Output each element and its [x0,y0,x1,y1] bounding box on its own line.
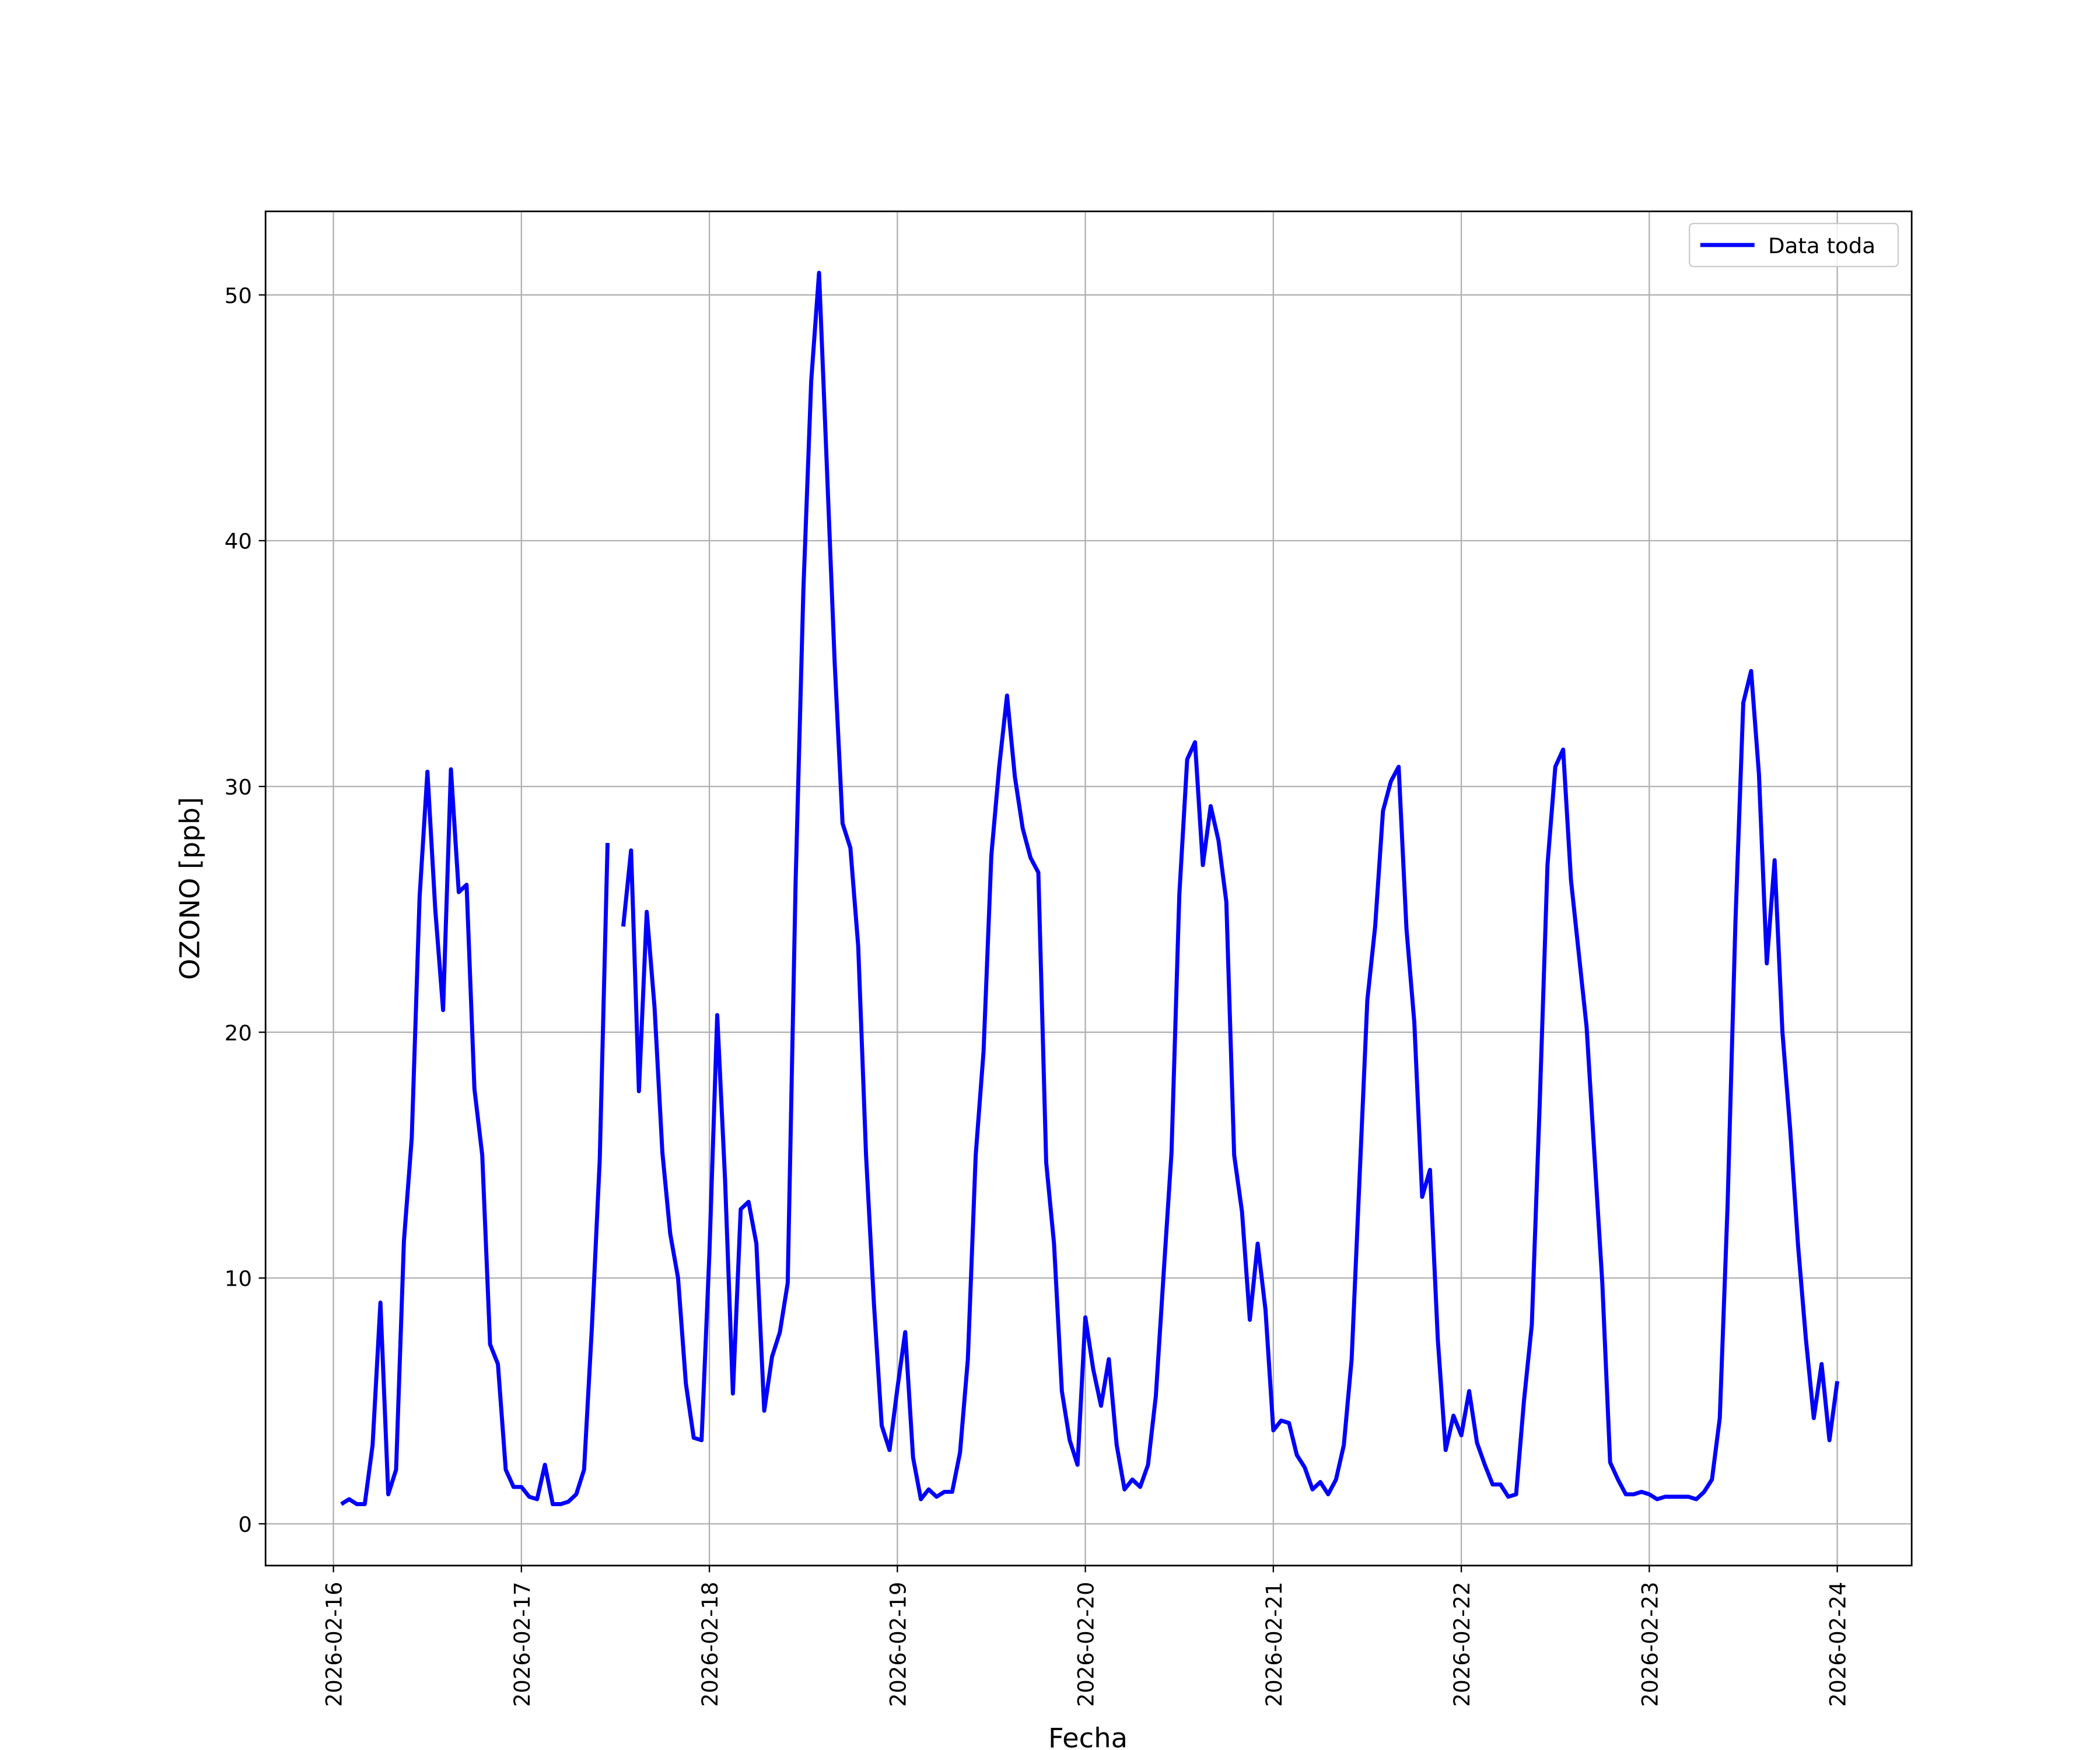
x-tick-label: 2026-02-23 [1637,1582,1662,1707]
x-tick-label: 2026-02-21 [1262,1582,1287,1707]
y-tick-label: 10 [225,1266,252,1292]
x-axis-label: Fecha [1048,1723,1128,1750]
y-tick-label: 30 [225,775,252,800]
x-tick-label: 2026-02-16 [321,1582,346,1707]
x-tick-label: 2026-02-19 [886,1582,911,1707]
legend-label: Data toda [1768,233,1875,258]
x-tick-label: 2026-02-18 [698,1582,723,1707]
data-line [340,271,1840,1506]
y-tick-label: 50 [225,284,252,309]
y-axis-label: OZONO [ppb] [174,797,205,980]
plot-frame [264,210,1913,1567]
x-tick-label: 2026-02-22 [1450,1582,1475,1707]
x-tick-label: 2026-02-24 [1825,1582,1850,1707]
y-tick-label: 40 [225,529,252,554]
y-tick-label: 0 [238,1512,252,1537]
x-tick-label: 2026-02-20 [1073,1582,1098,1707]
legend-box [1689,222,1899,268]
y-tick-label: 20 [225,1021,252,1046]
x-tick-label: 2026-02-17 [510,1582,535,1707]
